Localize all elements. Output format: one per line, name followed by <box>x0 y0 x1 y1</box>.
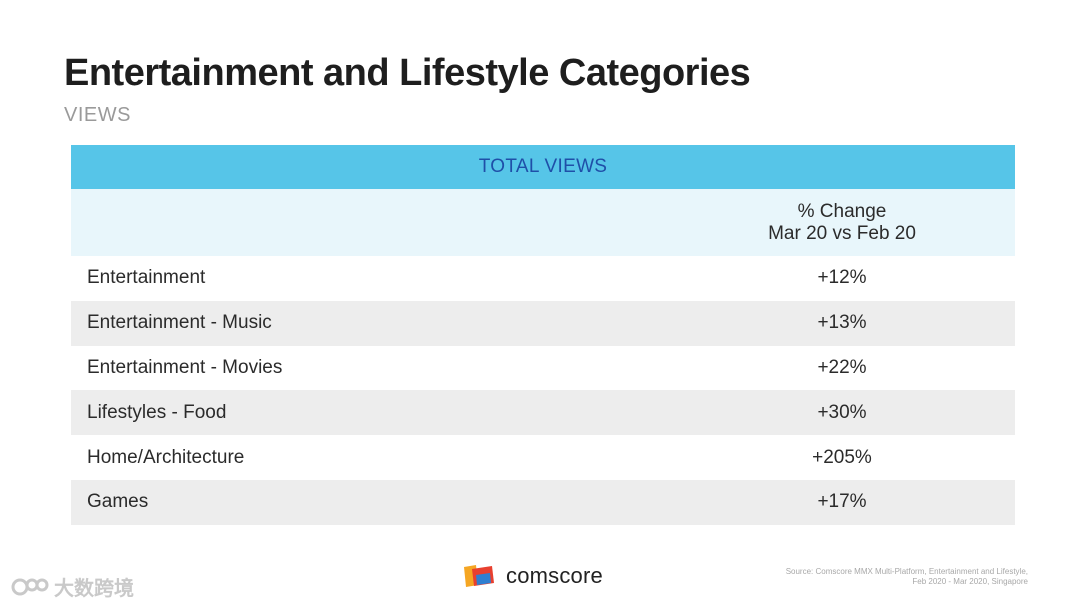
row-value: +22% <box>817 356 867 378</box>
table-title: TOTAL VIEWS <box>478 156 608 177</box>
row-category: Lifestyles - Food <box>87 401 227 423</box>
row-category: Entertainment - Movies <box>87 356 283 378</box>
source-line-1: Source: Comscore MMX Multi-Platform, Ent… <box>785 567 1028 576</box>
comscore-logo: comscore <box>462 563 603 589</box>
change-header-line1: % Change <box>797 200 887 222</box>
page-subtitle: VIEWS <box>64 104 131 126</box>
change-header-line2: Mar 20 vs Feb 20 <box>768 222 916 244</box>
data-table: TOTAL VIEWS % Change Mar 20 vs Feb 20 En… <box>71 145 1015 525</box>
table-row: Entertainment - Music +13% <box>71 300 1015 346</box>
table-header: TOTAL VIEWS <box>71 145 1015 189</box>
row-category: Games <box>87 491 149 513</box>
watermark-text: 大数跨境 <box>54 578 134 600</box>
table-row: Games +17% <box>71 479 1015 525</box>
source-line-2: Feb 2020 - Mar 2020, Singapore <box>912 577 1028 586</box>
logo-text: comscore <box>506 563 603 588</box>
row-value: +30% <box>817 401 867 423</box>
table-body: Entertainment +12% Entertainment - Music +1… <box>71 256 1015 525</box>
table-row: Lifestyles - Food +30% <box>71 390 1015 436</box>
watermark: 大数跨境 <box>10 572 134 601</box>
row-category: Home/Architecture <box>87 446 245 468</box>
table-row: Entertainment - Movies +22% <box>71 346 1015 391</box>
row-value: +17% <box>817 491 867 513</box>
comscore-logo-icon <box>464 565 494 587</box>
row-value: +205% <box>812 446 872 468</box>
change-column-header: % Change Mar 20 vs Feb 20 <box>669 201 1015 245</box>
table-column-header: % Change Mar 20 vs Feb 20 <box>71 189 1015 256</box>
page-title: Entertainment and Lifestyle Categories <box>64 52 751 94</box>
watermark-icon <box>11 578 49 595</box>
row-category: Entertainment - Music <box>87 312 272 334</box>
table-row: Home/Architecture +205% <box>71 435 1015 480</box>
row-category: Entertainment <box>87 267 206 289</box>
source-note: Source: Comscore MMX Multi-Platform, Ent… <box>786 567 1028 587</box>
row-value: +12% <box>817 267 867 289</box>
row-value: +13% <box>817 312 867 334</box>
table-row: Entertainment +12% <box>71 256 1015 301</box>
